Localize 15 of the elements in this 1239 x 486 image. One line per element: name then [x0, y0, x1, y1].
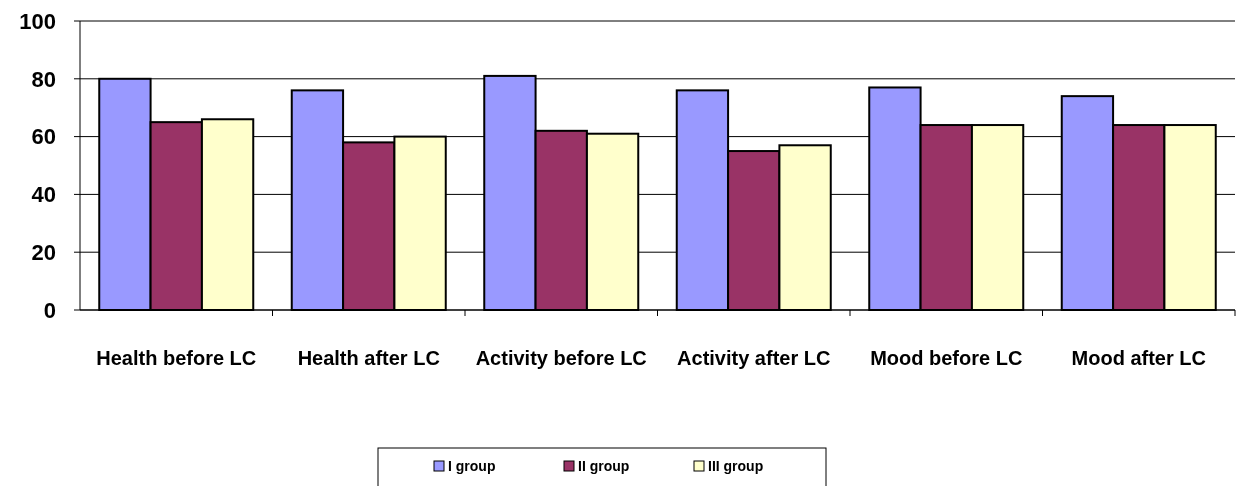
- y-tick-label: 20: [31, 239, 56, 265]
- y-tick-label: 80: [31, 66, 56, 92]
- y-tick-label: 100: [19, 8, 56, 34]
- legend-label: I group: [448, 458, 496, 474]
- x-tick-label: Mood before LC: [870, 347, 1023, 369]
- y-tick-label: 60: [31, 124, 56, 150]
- x-tick-label: Activity after LC: [677, 347, 831, 369]
- legend-label: II group: [578, 458, 630, 474]
- y-tick-label: 0: [43, 297, 56, 323]
- legend-label: III group: [708, 458, 764, 474]
- x-tick-label: Health before LC: [96, 347, 257, 369]
- x-tick-label: Mood after LC: [1071, 347, 1206, 369]
- x-tick-label: Health after LC: [297, 347, 440, 369]
- x-tick-label: Activity before LC: [475, 347, 647, 369]
- y-tick-label: 40: [31, 182, 56, 208]
